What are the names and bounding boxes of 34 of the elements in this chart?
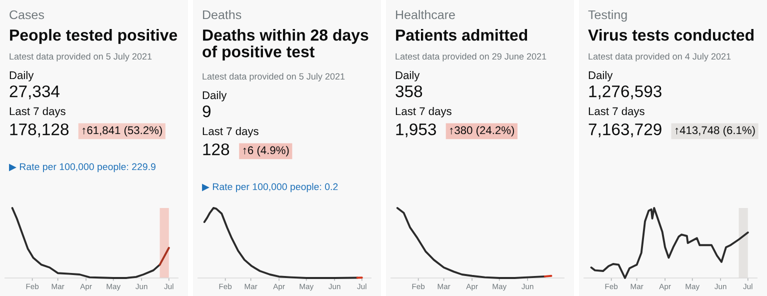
text: Testing	[588, 10, 627, 22]
text: 178,128	[10, 123, 69, 138]
text: Healthcare	[396, 10, 455, 20]
chart-title: Patients admitted	[396, 29, 528, 41]
text: 128	[203, 143, 230, 156]
text: Last 7 days	[10, 107, 66, 118]
text: 9	[202, 105, 210, 118]
text: 27,334	[10, 85, 60, 100]
text: 1,953	[396, 123, 436, 138]
text: Last 7 days	[202, 127, 258, 138]
text: 1,276,593	[589, 85, 662, 100]
chart-subtitle: Latest data provided on 5 July 2021	[202, 73, 345, 82]
chart-subtitle: Latest data provided on 29 June 2021	[396, 53, 546, 62]
text: Daily	[10, 71, 34, 82]
text: ↑61,841 (53.2%)	[82, 126, 162, 136]
text: ▶ Rate per 100,000 people: 0.2	[202, 183, 338, 192]
text: Last 7 days	[588, 107, 644, 118]
text: Last 7 days	[396, 107, 452, 118]
text: ↑6 (4.9%)	[243, 146, 289, 156]
text: Cases	[10, 10, 44, 20]
chart-title: People tested positive	[10, 29, 178, 44]
text: Daily	[588, 71, 613, 82]
text: ↑380 (24.2%)	[450, 126, 514, 136]
text: Deaths	[203, 10, 242, 20]
chart-title: Virus tests conducted	[588, 29, 754, 41]
chart-subtitle: Latest data provided on 4 July 2021	[588, 53, 731, 62]
text: 7,163,729	[588, 123, 662, 138]
text: ↑413,748 (6.1%)	[675, 126, 755, 136]
chart-subtitle: Latest data provided on 5 July 2021	[10, 53, 152, 62]
text: ▶ Rate per 100,000 people: 229.9	[9, 163, 156, 172]
chart-title: Deaths within 28 days of positive test	[202, 29, 368, 61]
text: 358	[396, 85, 422, 98]
text: Daily	[202, 91, 227, 102]
text: Daily	[396, 71, 420, 82]
